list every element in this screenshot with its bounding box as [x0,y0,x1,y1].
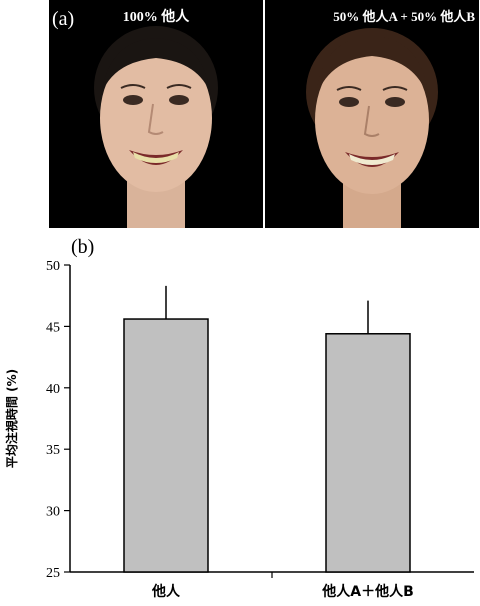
x-category-label: 他人A＋他人B [321,583,414,600]
y-tick-label: 25 [46,566,60,581]
chart-x-labels: 他人 他人A＋他人B [151,583,414,600]
y-axis-title: 平均注視時間 (%) [4,369,19,468]
face-image-right [265,0,479,228]
photo-right-caption: 50% 他人A + 50% 他人B [333,9,475,24]
x-category-label: 他人 [151,583,181,600]
chart-y-ticks: 25 30 35 40 45 50 [46,259,70,581]
y-tick-label: 45 [46,320,60,335]
bar [325,333,411,573]
photo-left-caption: 100% 他人 [122,10,190,25]
bar [123,318,209,573]
y-tick-label: 40 [46,382,60,397]
y-tick-label: 30 [46,505,60,520]
panel-label-a: (a) [52,8,75,30]
panel-label-b: (b) [71,236,95,258]
y-tick-label: 50 [46,259,60,274]
photo-morphed-face: 50% 他人A + 50% 他人B [265,0,479,228]
photo-original-face: 100% 他人 [49,0,263,228]
y-tick-label: 35 [46,443,60,458]
chart-bars [123,285,411,573]
face-image-left [49,0,263,228]
